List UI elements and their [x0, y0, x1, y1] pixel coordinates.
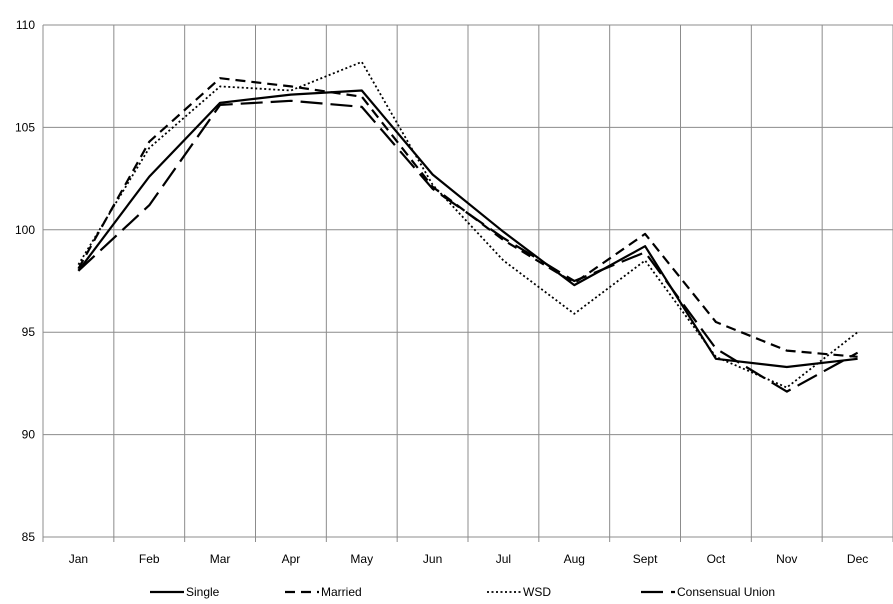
series-line-wsd [77, 61, 859, 389]
x-tick-label: Sept [633, 552, 658, 566]
x-tick-label: Aug [564, 552, 585, 566]
legend-label: Consensual Union [677, 585, 775, 599]
y-tick-label: 100 [15, 223, 35, 237]
x-axis-ticks: Jan Feb Mar Apr May Jun Jul Aug Sept Oct Nov Dec [69, 552, 869, 566]
series-line-single [77, 89, 858, 369]
legend-label: Single [186, 585, 220, 599]
y-tick-label: 110 [16, 18, 35, 32]
legend-label: Married [321, 585, 362, 599]
x-tick-label: May [350, 552, 373, 566]
x-tick-label: Jan [69, 552, 88, 566]
x-tick-label: Nov [776, 552, 797, 566]
y-tick-label: 95 [22, 325, 36, 339]
series-line-married [77, 77, 858, 358]
x-tick-label: Oct [707, 552, 726, 566]
legend-label: WSD [523, 585, 551, 599]
series-line-consensual-union [77, 99, 859, 393]
x-tick-label: Jun [423, 552, 442, 566]
x-tick-label: Mar [210, 552, 231, 566]
grid [42, 24, 893, 542]
x-tick-label: Jul [496, 552, 511, 566]
y-tick-label: 105 [15, 120, 35, 134]
y-tick-label: 85 [22, 530, 36, 544]
x-tick-label: Apr [282, 552, 301, 566]
legend: Single Married WSD Consensual Union [150, 585, 775, 599]
y-axis-ticks: 85 90 95 100 105 110 [15, 18, 35, 544]
y-tick-label: 90 [22, 428, 36, 442]
x-tick-label: Feb [139, 552, 160, 566]
x-tick-label: Dec [847, 552, 868, 566]
series-lines [77, 61, 859, 393]
